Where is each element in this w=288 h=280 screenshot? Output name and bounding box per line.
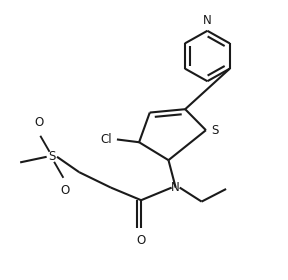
Text: S: S — [48, 150, 56, 163]
Text: O: O — [60, 184, 69, 197]
Text: N: N — [203, 14, 212, 27]
Text: N: N — [171, 181, 180, 194]
Text: Cl: Cl — [100, 133, 112, 146]
Text: O: O — [34, 116, 43, 129]
Text: O: O — [137, 234, 146, 247]
Text: S: S — [211, 124, 219, 137]
